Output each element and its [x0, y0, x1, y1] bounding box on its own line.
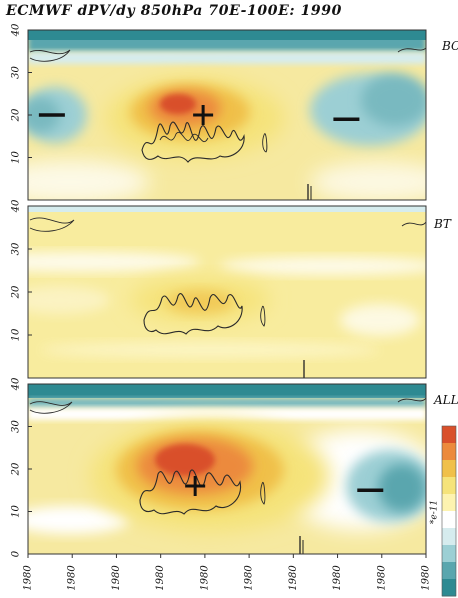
- x-tick-label: 1980: [244, 565, 255, 591]
- figure-title: ECMWF dPV/dy 850hPa 70E-100E: 1990: [6, 3, 342, 19]
- y-tick-label: 40: [11, 23, 22, 37]
- colorbar-swatch: [442, 545, 456, 563]
- y-tick-label: 40: [11, 377, 22, 391]
- colorbar-swatch: [442, 477, 456, 495]
- x-tick-label: 1980: [199, 565, 210, 591]
- panel-bc: 10 20 30 40 BC: [11, 23, 458, 201]
- panel-bc-label: BC: [441, 39, 458, 53]
- colorbar: *e-11: [430, 425, 457, 597]
- x-tick-label: 1980: [67, 565, 78, 591]
- x-tick-label: 1980: [23, 565, 34, 591]
- y-tick-label: 10: [11, 505, 22, 518]
- y-tick-label: 10: [11, 328, 22, 341]
- y-tick-label: 0: [11, 550, 22, 557]
- colorbar-unit-label: *e-11: [430, 500, 440, 524]
- panel-all-markers: [185, 476, 384, 496]
- x-tick-label: 1980: [111, 565, 122, 591]
- x-tick-label: 1980: [155, 565, 166, 591]
- panel-bc-markers: [38, 105, 360, 125]
- x-axis: 1980 1980 1980 1980 1980 1980 1980 1980 1980 1980: [23, 554, 432, 591]
- y-tick-label: 20: [11, 108, 22, 122]
- colorbar-swatch: [442, 579, 456, 597]
- panel-bt-label: BT: [433, 217, 452, 231]
- colorbar-swatch: [442, 494, 456, 512]
- y-tick-label: 30: [11, 242, 22, 255]
- panel-all-field: [28, 384, 426, 554]
- x-tick-label: 1980: [288, 565, 299, 591]
- y-tick-label: 20: [11, 462, 22, 476]
- colorbar-frame: [441, 425, 457, 597]
- panel-bt: 10 20 30 40 BT: [11, 199, 452, 379]
- panel-all-label: ALL: [433, 393, 458, 407]
- y-tick-label: 40: [11, 199, 22, 213]
- y-tick-label: 20: [11, 285, 22, 299]
- y-tick-label: 30: [11, 420, 22, 433]
- y-tick-label: 10: [11, 151, 22, 164]
- y-tick-label: 30: [11, 66, 22, 79]
- colorbar-swatch: [442, 562, 456, 580]
- panel-all-y-axis: 0 10 20 30 40: [11, 377, 32, 557]
- colorbar-swatch: [442, 511, 456, 529]
- panel-bt-y-axis: 10 20 30 40: [11, 199, 32, 341]
- colorbar-swatch: [442, 426, 456, 444]
- panel-bt-field: [28, 206, 426, 378]
- panel-bc-field: [28, 30, 426, 200]
- panel-bc-y-axis: 10 20 30 40: [11, 23, 32, 164]
- x-tick-label: 1980: [376, 565, 387, 591]
- x-tick-label: 1980: [332, 565, 343, 591]
- x-tick-label: 1980: [421, 565, 432, 591]
- colorbar-swatch: [442, 443, 456, 461]
- colorbar-swatch: [442, 528, 456, 546]
- panel-all: 0 10 20 30 40 ALL: [11, 377, 458, 557]
- colorbar-swatch: [442, 460, 456, 478]
